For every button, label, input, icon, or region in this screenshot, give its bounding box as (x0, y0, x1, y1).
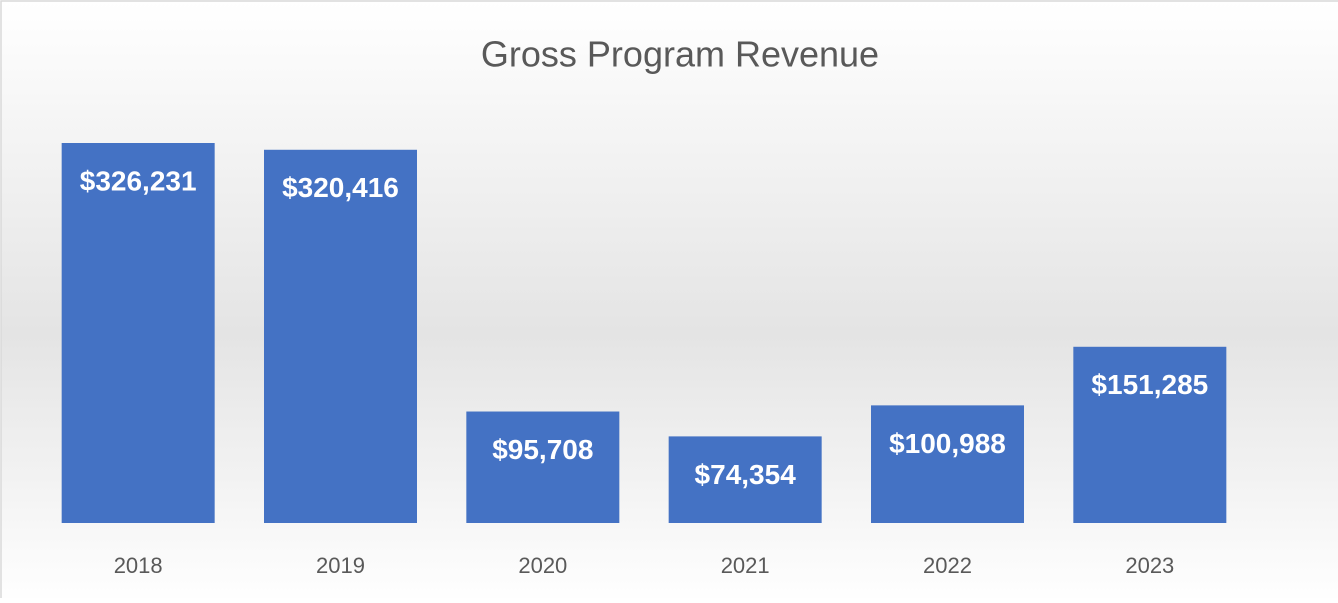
bar (1073, 346, 1227, 523)
x-tick-label: 2021 (721, 553, 770, 578)
chart-title: Gross Program Revenue (481, 34, 879, 75)
x-tick-label: 2020 (518, 553, 567, 578)
data-label: $151,285 (1091, 369, 1208, 400)
data-label: $95,708 (492, 434, 593, 465)
data-label: $326,231 (80, 165, 197, 196)
bar (871, 405, 1024, 523)
bar (668, 436, 822, 523)
data-label: $74,354 (695, 459, 797, 490)
x-tick-label: 2018 (114, 553, 163, 578)
bar (466, 411, 620, 523)
data-label: $320,416 (282, 172, 399, 203)
x-tick-label: 2019 (316, 553, 365, 578)
x-tick-label: 2022 (923, 553, 972, 578)
data-label: $100,988 (889, 428, 1006, 459)
bar (264, 149, 417, 523)
bar (61, 143, 215, 523)
x-tick-label: 2023 (1125, 553, 1174, 578)
